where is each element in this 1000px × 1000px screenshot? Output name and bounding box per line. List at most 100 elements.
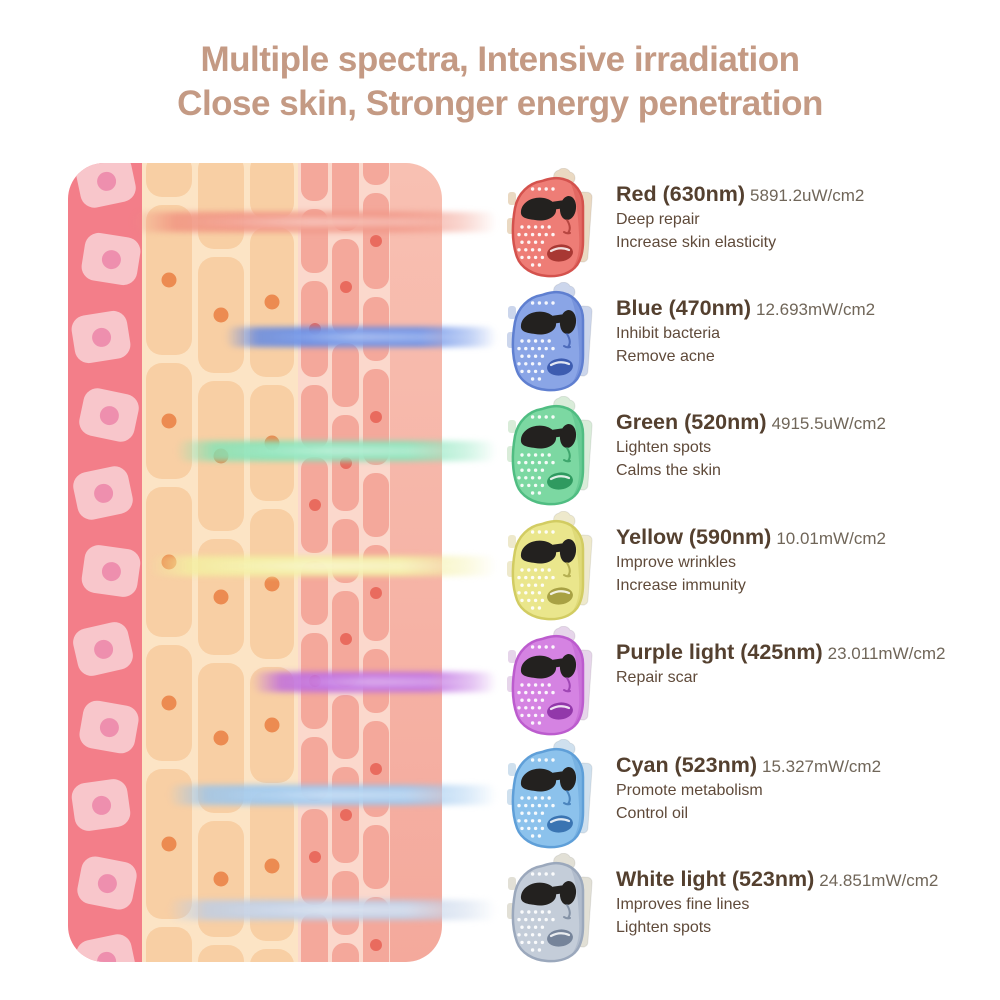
spectrum-text: Blue (470nm) 12.693mW/cm2 Inhibit bacteri… [616, 282, 875, 367]
epidermis-cell [70, 463, 136, 523]
cell-nucleus [213, 730, 229, 746]
tissue-cell [363, 163, 389, 185]
mask-led-dots [517, 645, 555, 725]
tissue-cell [301, 809, 328, 905]
spectrum-benefit: Inhibit bacteria [616, 324, 721, 342]
mask-goggles [520, 654, 577, 679]
spectrum-name: Cyan (523nm) [616, 753, 757, 777]
cell-nucleus [339, 633, 352, 645]
tissue-cell [332, 767, 359, 863]
spectrum-title: Yellow (590nm) 10.01mW/cm2 [616, 525, 886, 550]
tissue-cell [332, 415, 359, 511]
mask-graphic [507, 281, 593, 392]
tissue-cell [198, 257, 244, 373]
tissue-cell [198, 945, 244, 962]
spectrum-name: Red (630nm) [616, 182, 746, 206]
mask-shade [570, 867, 583, 954]
mask-goggles [520, 539, 577, 564]
spectrum-row: Cyan (523nm) 15.327mW/cm2 Promote metabol… [504, 738, 974, 853]
cell-nucleus [161, 413, 177, 429]
spectrum-intensity: 12.693mW/cm2 [756, 300, 876, 319]
cell-nucleus [90, 326, 112, 348]
spectrum-benefit: Increase immunity [616, 576, 746, 594]
spectrum-row: White light (523nm) 24.851mW/cm2 Improves… [504, 852, 974, 967]
spectrum-row: Purple light (425nm) 23.011mW/cm2 Repair … [504, 625, 974, 740]
page-title: Multiple spectra, Intensive irradiation … [0, 38, 1000, 126]
mask-led-dots [517, 301, 555, 381]
tissue-cell [146, 645, 192, 761]
tissue-cell [301, 163, 328, 201]
spectrum-row: Yellow (590nm) 10.01mW/cm2 Improve wrinkl… [504, 510, 974, 625]
tissue-cell [363, 193, 389, 289]
spectrum-name: Green (520nm) [616, 410, 767, 434]
blue-beam [225, 327, 497, 347]
mask-goggles [520, 310, 577, 335]
cell-nucleus [308, 851, 321, 863]
title-line-2: Close skin, Stronger energy penetration [177, 84, 823, 123]
mask-teeth [549, 818, 571, 824]
mask-nose [563, 333, 571, 349]
cell-nucleus [339, 809, 352, 821]
mask-shade [570, 525, 583, 612]
spectrum-title: Red (630nm) 5891.2uW/cm2 [616, 182, 864, 207]
yellow-beam [149, 556, 497, 576]
spectrum-intensity: 24.851mW/cm2 [819, 871, 939, 890]
mask-nose [563, 219, 571, 235]
tissue-cell [301, 913, 328, 962]
title-line-1: Multiple spectra, Intensive irradiation [200, 40, 800, 79]
epidermis-cell [79, 230, 143, 288]
spectrum-benefit: Deep repair [616, 210, 700, 228]
spectrum-intensity: 15.327mW/cm2 [762, 757, 882, 776]
tissue-cell [332, 943, 359, 962]
tissue-cell [332, 695, 359, 759]
epidermis-cell [76, 385, 142, 445]
epidermis-cell [69, 777, 133, 833]
cell-nucleus [161, 272, 177, 288]
mask-goggles [520, 767, 577, 792]
cell-nucleus [100, 560, 122, 582]
spectrum-row: Red (630nm) 5891.2uW/cm2 Deep repair Incr… [504, 167, 974, 282]
mask-graphic [507, 395, 593, 506]
mask-teeth [549, 590, 571, 596]
tissue-cell [363, 473, 389, 537]
mask-graphic [507, 167, 593, 278]
spectrum-name: Purple light (425nm) [616, 640, 823, 664]
white-beam [168, 900, 497, 920]
tissue-cell [250, 227, 294, 377]
cell-nucleus [97, 715, 121, 739]
cyan-beam [168, 785, 497, 805]
tissue-cell [146, 927, 192, 962]
mask-graphic [507, 738, 593, 849]
cell-nucleus [339, 281, 352, 293]
cell-nucleus [370, 763, 382, 775]
cell-nucleus [100, 248, 122, 270]
spectrum-text: Cyan (523nm) 15.327mW/cm2 Promote metabol… [616, 739, 881, 824]
spectrum-intensity: 23.011mW/cm2 [827, 644, 946, 663]
led-mask-icon [504, 625, 608, 738]
cell-nucleus [94, 169, 118, 193]
led-mask-icon [504, 852, 608, 965]
spectrum-benefit: Calms the skin [616, 461, 721, 479]
purple-beam [252, 672, 497, 692]
led-mask-icon [504, 281, 608, 394]
red-beam [132, 212, 497, 232]
beam-core [207, 790, 478, 800]
spectrum-intensity: 5891.2uW/cm2 [750, 186, 865, 205]
mask-shade [570, 753, 583, 840]
cell-nucleus [91, 637, 115, 661]
tissue-cell [301, 385, 328, 449]
cell-nucleus [370, 939, 382, 951]
beam-core [175, 217, 476, 227]
epidermis-cell [73, 163, 139, 211]
cell-nucleus [91, 481, 115, 505]
tissue-cell [332, 343, 359, 407]
mask-led-dots [517, 415, 555, 495]
spectrum-intensity: 4915.5uW/cm2 [771, 414, 886, 433]
cell-nucleus [213, 589, 229, 605]
cell-nucleus [161, 695, 177, 711]
cell-nucleus [264, 858, 280, 874]
mask-nose [563, 562, 571, 578]
beam-core [207, 905, 478, 915]
led-mask-icon [504, 738, 608, 851]
green-beam [176, 441, 497, 461]
